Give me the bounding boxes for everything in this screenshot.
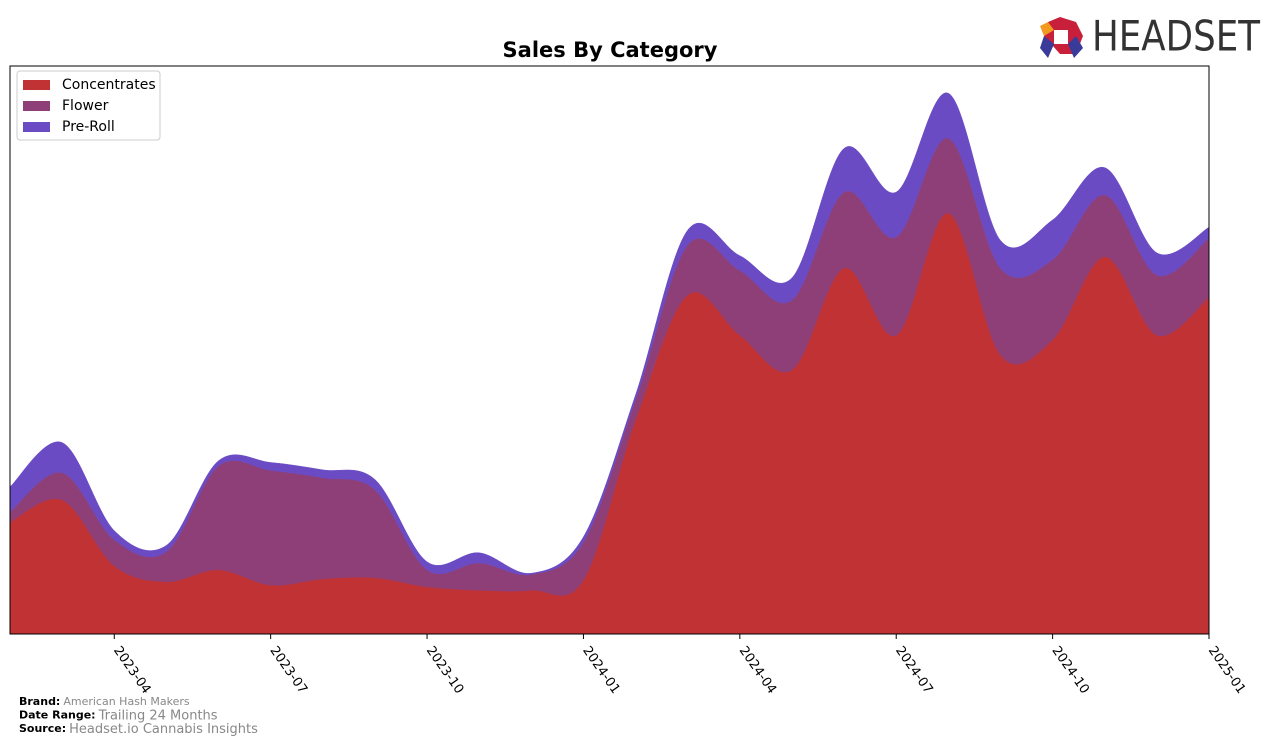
x-tick-label: 2023-07 [267,644,310,697]
x-tick-label: 2025-01 [1205,644,1248,697]
footer-label: Date Range: [19,709,96,722]
chart-title: Sales By Category [503,38,718,62]
footer-line: Source: Headset.io Cannabis Insights [19,722,258,737]
x-tick-label: 2024-04 [736,644,779,697]
footer-label: Brand: [19,695,60,708]
legend-swatch [23,101,50,111]
legend-swatch [23,122,50,132]
plot-frame [9,65,1210,635]
footer-value: American Hash Makers [63,695,190,708]
x-tick-label: 2023-10 [423,644,466,697]
x-tick-label: 2024-10 [1048,644,1091,697]
x-tick-label: 2024-07 [892,644,935,697]
footer-line: Brand: American Hash Makers [19,695,190,708]
legend-label: Pre-Roll [62,119,115,135]
legend [16,70,161,141]
footer-value: Headset.io Cannabis Insights [69,722,258,737]
legend-label: Concentrates [62,77,156,93]
footer-label: Source: [19,722,66,735]
legend-swatch [23,80,50,90]
logo: HEADSET [1040,12,1260,61]
x-tick-label: 2023-04 [110,644,153,697]
logo-text: HEADSET [1092,12,1260,61]
footer-line: Date Range: Trailing 24 Months [19,708,218,723]
x-tick-label: 2024-01 [579,644,622,697]
footer-value: Trailing 24 Months [98,708,218,723]
legend-label: Flower [62,98,109,114]
